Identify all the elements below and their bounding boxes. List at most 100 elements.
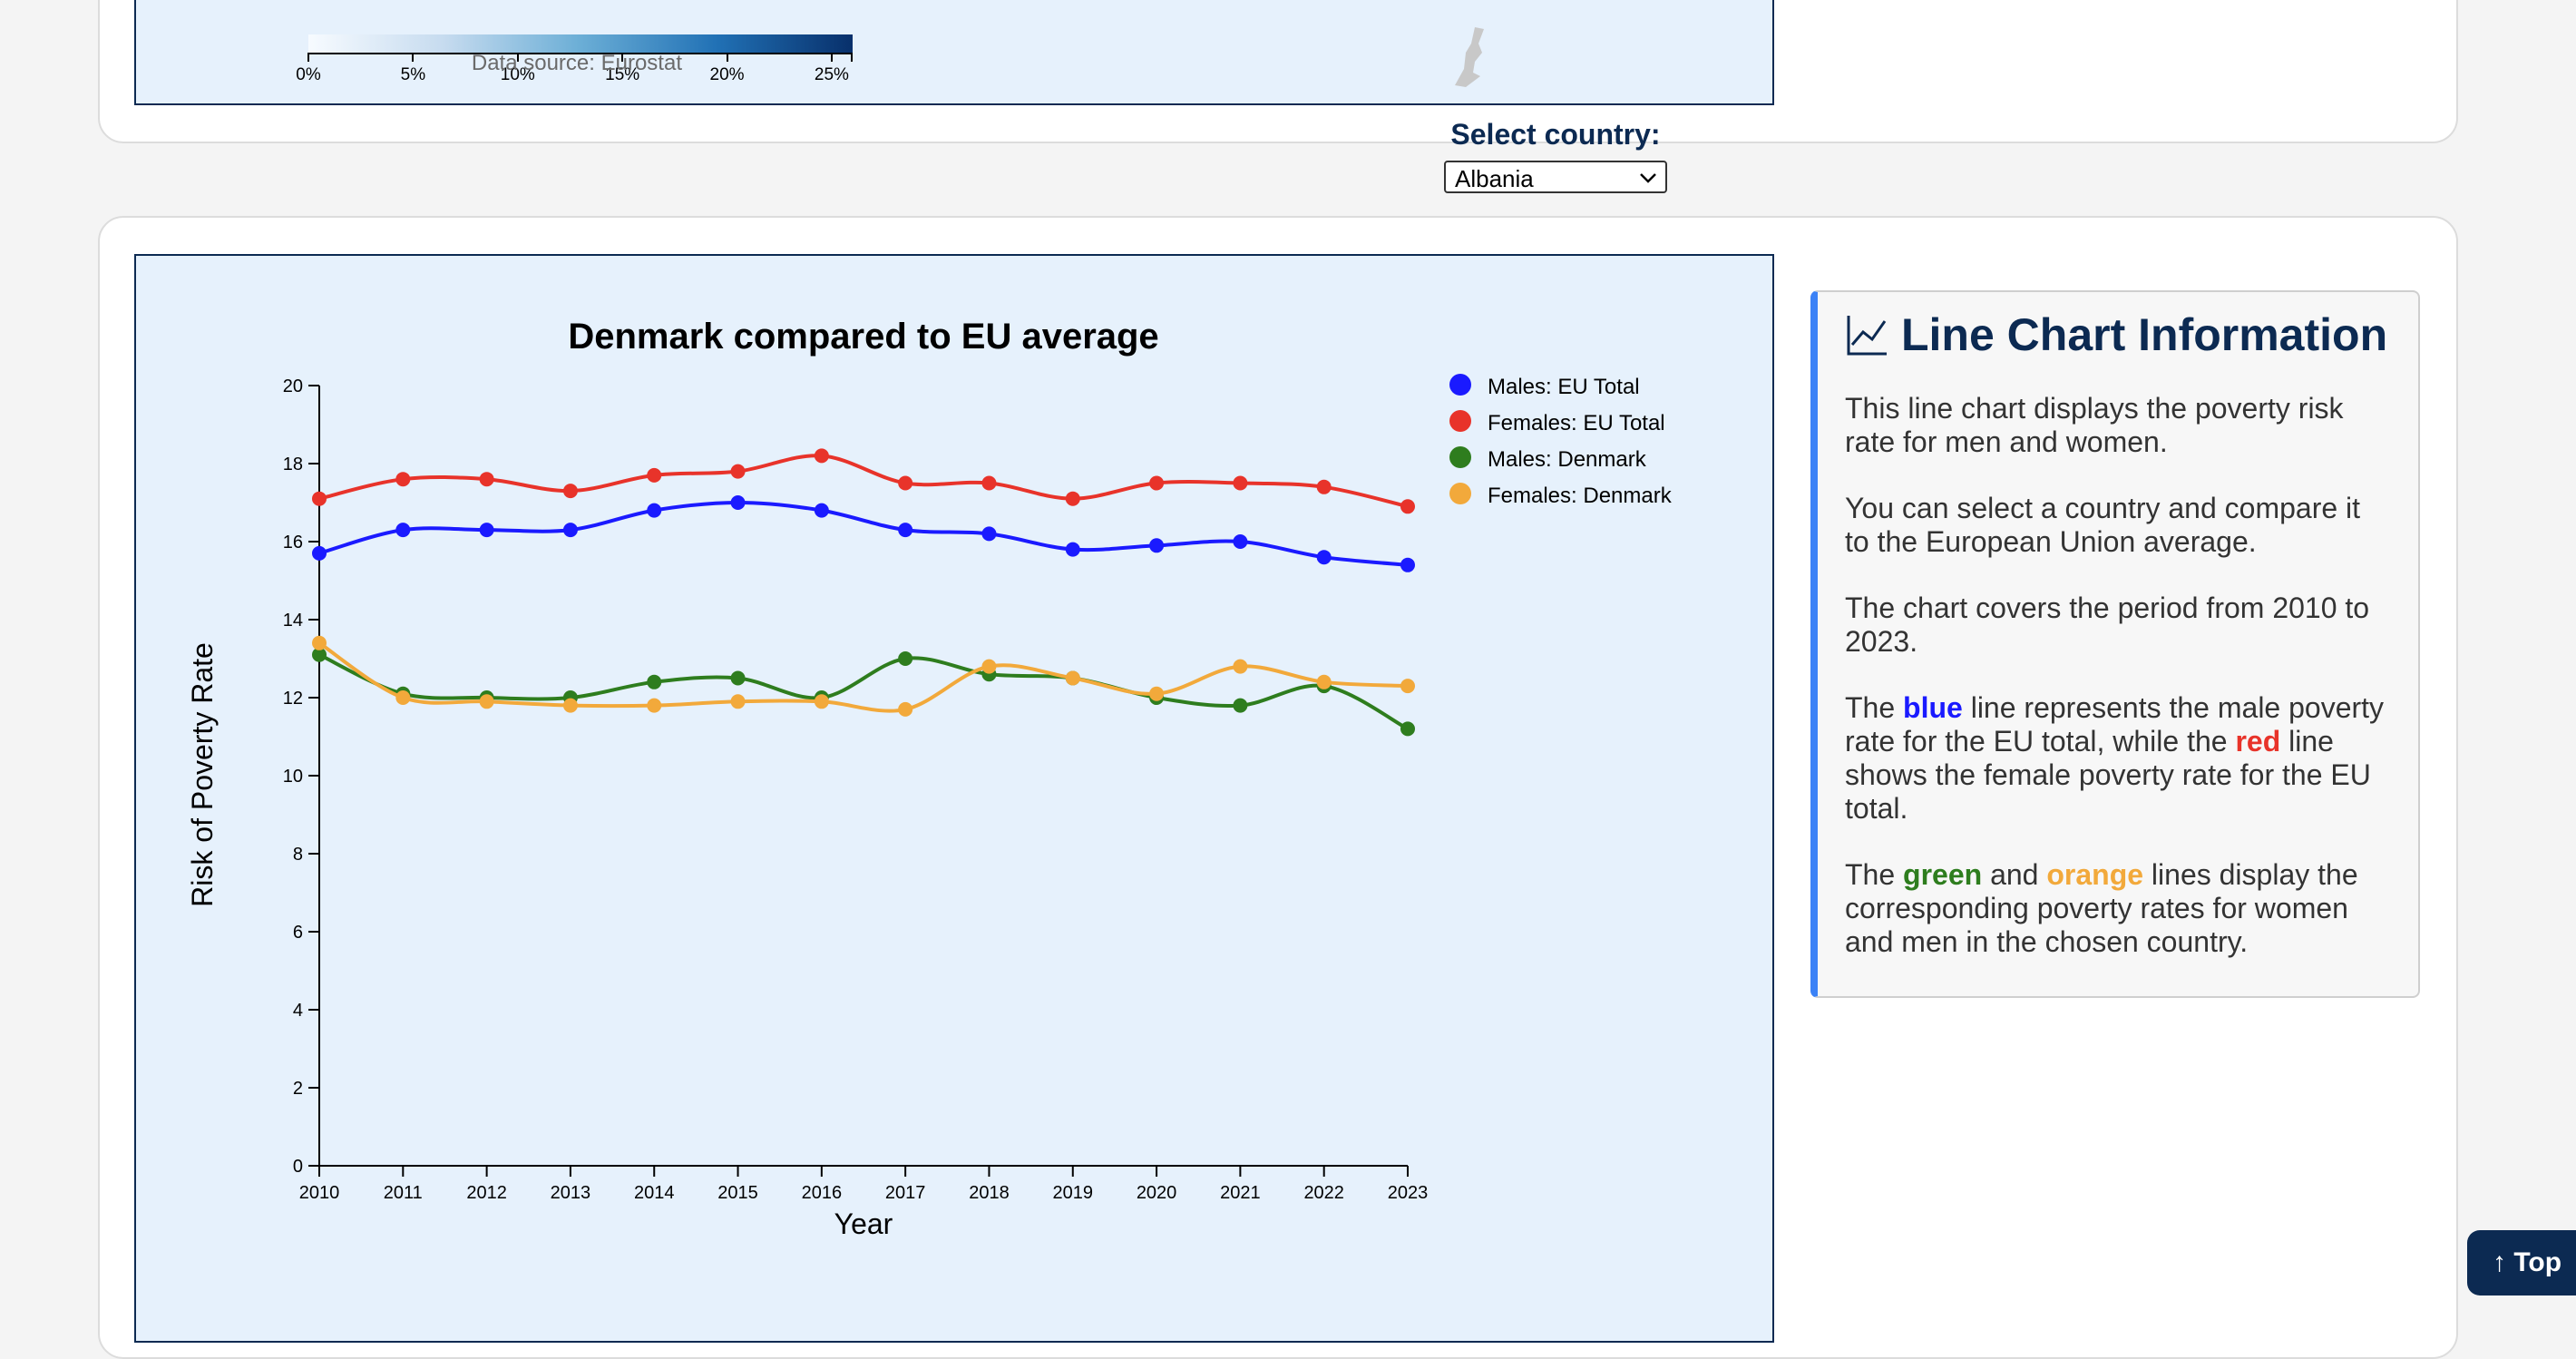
data-point — [814, 694, 829, 709]
data-point — [898, 651, 913, 666]
x-tick-label: 2010 — [299, 1183, 340, 1203]
y-tick-label: 4 — [293, 1001, 303, 1021]
x-tick-label: 2017 — [885, 1183, 926, 1203]
country-select[interactable]: Albania — [1444, 161, 1667, 193]
legend-tick-label: 10% — [500, 65, 535, 84]
x-tick-label: 2019 — [1053, 1183, 1094, 1203]
data-point — [730, 495, 746, 510]
data-point — [730, 464, 746, 479]
text-fragment: and — [1982, 858, 2047, 891]
x-tick-label: 2018 — [969, 1183, 1010, 1203]
data-point — [1400, 679, 1415, 694]
legend-swatch — [1449, 446, 1471, 468]
data-point — [647, 467, 662, 483]
legend-entry: Females: EU Total — [1488, 411, 1665, 435]
y-tick-label: 12 — [283, 689, 303, 709]
legend-tick — [726, 53, 728, 62]
data-point — [1316, 674, 1332, 689]
data-point — [1233, 698, 1248, 713]
y-tick-label: 8 — [293, 845, 303, 865]
x-tick-label: 2012 — [466, 1183, 507, 1203]
map-legend-axis — [308, 53, 853, 54]
data-point — [814, 503, 829, 518]
data-point — [1400, 499, 1415, 514]
data-point — [1065, 670, 1080, 686]
data-point — [312, 635, 327, 650]
legend-tick-label: 0% — [296, 65, 321, 84]
back-to-top-button[interactable]: ↑ Top — [2467, 1230, 2576, 1295]
legend-tick — [851, 53, 853, 62]
data-point — [562, 698, 578, 713]
chart-info-box: Line Chart Information This line chart d… — [1810, 290, 2420, 998]
x-tick-label: 2011 — [384, 1183, 423, 1203]
legend-tick — [307, 53, 309, 62]
data-point — [898, 475, 913, 491]
select-country-label: Select country: — [1450, 118, 1661, 151]
series-line-0 — [318, 500, 1409, 567]
line-chart: Denmark compared to EU average Year Risk… — [186, 317, 1673, 1240]
data-point — [312, 545, 327, 561]
legend-tick — [516, 53, 519, 62]
data-point — [1400, 557, 1415, 572]
chart-panel: Denmark compared to EU average Year Risk… — [134, 254, 1774, 1343]
legend-entry: Females: Denmark — [1488, 484, 1673, 508]
data-point — [1065, 491, 1080, 506]
legend-entry: Males: Denmark — [1488, 447, 1647, 472]
legend-entry: Males: EU Total — [1488, 375, 1640, 399]
data-point — [479, 523, 494, 538]
y-tick-label: 20 — [283, 376, 303, 396]
data-point — [647, 698, 662, 713]
legend-tick — [830, 53, 833, 62]
y-tick-label: 6 — [293, 923, 303, 943]
data-point — [898, 701, 913, 717]
x-axis-label: Year — [834, 1207, 893, 1240]
map-island-shape — [1455, 27, 1484, 87]
chevron-down-icon — [1640, 173, 1656, 183]
data-point — [1233, 475, 1248, 491]
y-tick-label: 0 — [293, 1157, 303, 1177]
legend-tick-label: 25% — [814, 65, 849, 84]
chart-title: Denmark compared to EU average — [568, 317, 1158, 357]
info-title-row: Line Chart Information — [1845, 308, 2391, 361]
legend-swatch — [1449, 410, 1471, 432]
data-point — [1149, 475, 1165, 491]
data-point — [312, 491, 327, 506]
map-color-legend — [308, 34, 853, 53]
x-tick-label: 2023 — [1388, 1183, 1429, 1203]
info-paragraph-1: This line chart displays the poverty ris… — [1845, 392, 2344, 458]
green-keyword: green — [1903, 858, 1983, 891]
data-point — [395, 690, 411, 705]
data-point — [1233, 659, 1248, 674]
series-line-1 — [318, 454, 1409, 509]
legend-tick-label: 5% — [400, 65, 426, 84]
y-axis-label: Risk of Poverty Rate — [186, 642, 219, 907]
info-paragraph-2: You can select a country and compare it … — [1845, 492, 2361, 558]
data-point — [312, 647, 327, 662]
data-point — [395, 523, 411, 538]
data-point — [981, 526, 997, 542]
text-fragment: The — [1845, 691, 1904, 724]
info-paragraph-5: The green and orange lines display the c… — [1845, 858, 2391, 959]
x-tick-label: 2013 — [551, 1183, 591, 1203]
legend-tick-label: 20% — [709, 65, 745, 84]
y-tick-label: 10 — [283, 767, 303, 787]
info-paragraph-3: The chart covers the period from 2010 to… — [1845, 592, 2370, 658]
data-point — [647, 674, 662, 689]
data-point — [562, 484, 578, 499]
data-point — [562, 523, 578, 538]
y-tick-label: 2 — [293, 1079, 303, 1099]
info-title: Line Chart Information — [1901, 309, 2388, 360]
country-selector: Select country: Albania — [1444, 118, 1667, 193]
data-point — [981, 659, 997, 674]
text-fragment: line represents the male poverty rate fo… — [1845, 691, 2385, 758]
data-point — [479, 694, 494, 709]
map-panel: 0% 5% 10% 15% 20% 25% Data source: Eurostat — [134, 0, 1774, 105]
x-tick-label: 2014 — [634, 1183, 675, 1203]
data-point — [1400, 721, 1415, 737]
data-point — [479, 472, 494, 487]
x-tick-label: 2021 — [1220, 1183, 1261, 1203]
line-chart-icon — [1847, 316, 1887, 356]
blue-keyword: blue — [1903, 691, 1963, 724]
x-tick-label: 2016 — [802, 1183, 843, 1203]
info-paragraph-4: The blue line represents the male povert… — [1845, 691, 2391, 826]
